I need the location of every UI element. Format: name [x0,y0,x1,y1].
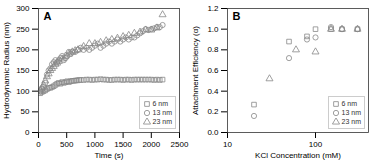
html-text:23 nm: 23 nm [341,118,361,125]
svg-text:0.4: 0.4 [207,87,219,96]
svg-text:2500: 2500 [171,140,189,149]
svg-text:0.8: 0.8 [207,45,219,54]
svg-text:B: B [233,10,241,22]
html-text:6 nm: 6 nm [152,100,169,107]
svg-text:0: 0 [36,140,41,149]
svg-text:150: 150 [16,66,30,75]
html-text:23 nm: 23 nm [152,118,172,125]
svg-text:300: 300 [16,4,30,13]
svg-text:Hydrodynamic Radius (nm): Hydrodynamic Radius (nm) [2,22,11,119]
svg-text:100: 100 [309,140,323,149]
svg-text:2000: 2000 [142,140,160,149]
svg-text:200: 200 [16,45,30,54]
svg-text:50: 50 [21,107,30,116]
html-text:6 nm: 6 nm [341,100,358,107]
svg-text:KCl Concentration (mM): KCl Concentration (mM) [255,151,341,160]
svg-text:Attachment Efficiency (α): Attachment Efficiency (α) [191,26,200,115]
svg-text:10: 10 [223,140,232,149]
html-text:13 nm: 13 nm [152,109,172,116]
svg-text:100: 100 [16,87,30,96]
svg-text:1000: 1000 [86,140,104,149]
svg-text:0.2: 0.2 [207,107,219,116]
svg-text:0.6: 0.6 [207,66,219,75]
svg-text:1.0: 1.0 [207,25,219,34]
svg-text:0: 0 [25,128,30,137]
html-text:13 nm: 13 nm [341,109,361,116]
svg-text:Time (s): Time (s) [94,151,123,160]
svg-text:500: 500 [60,140,74,149]
svg-text:1.2: 1.2 [207,4,219,13]
svg-text:A: A [44,10,52,22]
svg-text:0.0: 0.0 [207,128,219,137]
svg-text:1500: 1500 [114,140,132,149]
svg-text:250: 250 [16,25,30,34]
